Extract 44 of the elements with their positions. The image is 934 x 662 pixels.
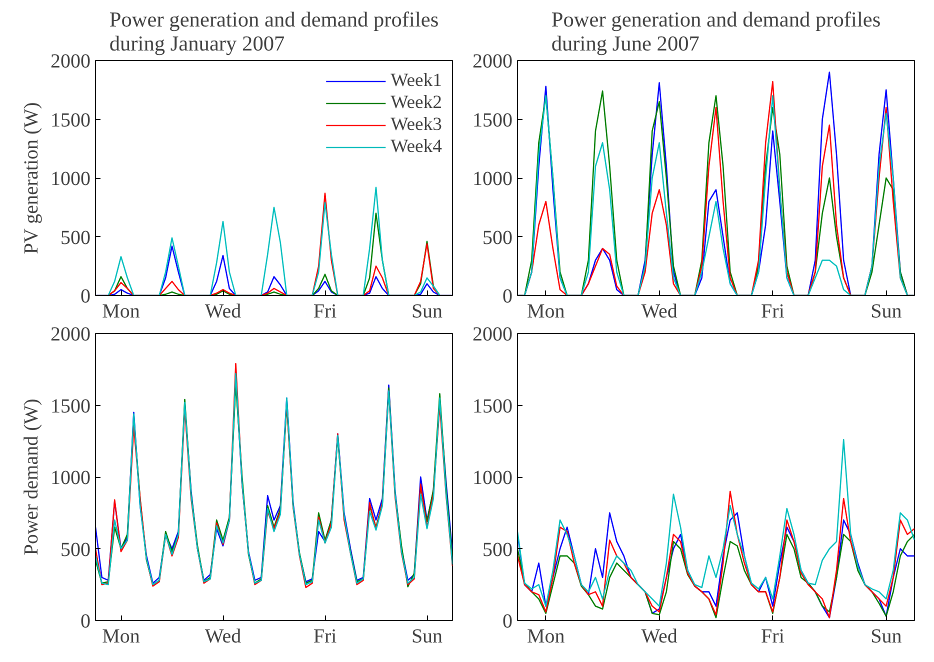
y-tick-label: 1500 xyxy=(472,109,512,132)
x-tick-label: Mon xyxy=(102,300,140,322)
y-tick-label: 2000 xyxy=(50,50,90,72)
y-tick-label: 500 xyxy=(60,226,90,249)
y-tick-label: 1500 xyxy=(50,109,90,132)
x-tick-label: Mon xyxy=(526,626,565,648)
x-tick-label: Mon xyxy=(102,626,140,648)
x-tick-label: Sun xyxy=(411,626,443,648)
x-tick-label: Wed xyxy=(204,300,242,322)
x-tick-label: Sun xyxy=(411,300,443,322)
y-tick-label: 2000 xyxy=(50,324,90,346)
y-tick-label: 1000 xyxy=(472,168,512,190)
y-axis-title: PV generation (W) xyxy=(20,102,42,254)
y-tick-label: 0 xyxy=(502,286,512,308)
x-tick-label: Wed xyxy=(641,300,678,322)
x-tick-label: Wed xyxy=(204,626,242,648)
x-tick-label: Sun xyxy=(870,300,902,322)
x-tick-label: Fri xyxy=(761,300,785,322)
legend-label: Week1 xyxy=(390,70,442,92)
y-tick-label: 1500 xyxy=(50,395,90,418)
x-tick-label: Sun xyxy=(870,626,902,648)
x-tick-label: Mon xyxy=(526,300,565,322)
y-tick-label: 0 xyxy=(80,286,90,308)
y-tick-label: 0 xyxy=(80,610,90,632)
y-axis-title: Power demand (W) xyxy=(20,398,42,556)
y-tick-label: 2000 xyxy=(472,50,512,72)
y-tick-label: 1000 xyxy=(50,168,90,190)
legend-label: Week2 xyxy=(390,92,442,114)
y-tick-label: 1000 xyxy=(472,467,512,489)
y-tick-label: 2000 xyxy=(472,324,512,346)
x-tick-label: Wed xyxy=(641,626,678,648)
x-tick-label: Fri xyxy=(313,300,338,322)
y-tick-label: 1000 xyxy=(50,467,90,489)
x-tick-label: Fri xyxy=(761,626,785,648)
legend-label: Week4 xyxy=(390,136,442,158)
y-tick-label: 500 xyxy=(482,226,512,249)
chart-title: Power generation and demand profiles during January 2007 xyxy=(109,8,439,56)
chart-title: Power generation and demand profiles during June 2007 xyxy=(551,8,881,56)
y-tick-label: 0 xyxy=(502,610,512,632)
y-tick-label: 500 xyxy=(60,538,90,561)
y-tick-label: 1500 xyxy=(472,395,512,418)
legend-label: Week3 xyxy=(390,114,442,136)
y-tick-label: 500 xyxy=(482,538,512,561)
x-tick-label: Fri xyxy=(313,626,338,648)
